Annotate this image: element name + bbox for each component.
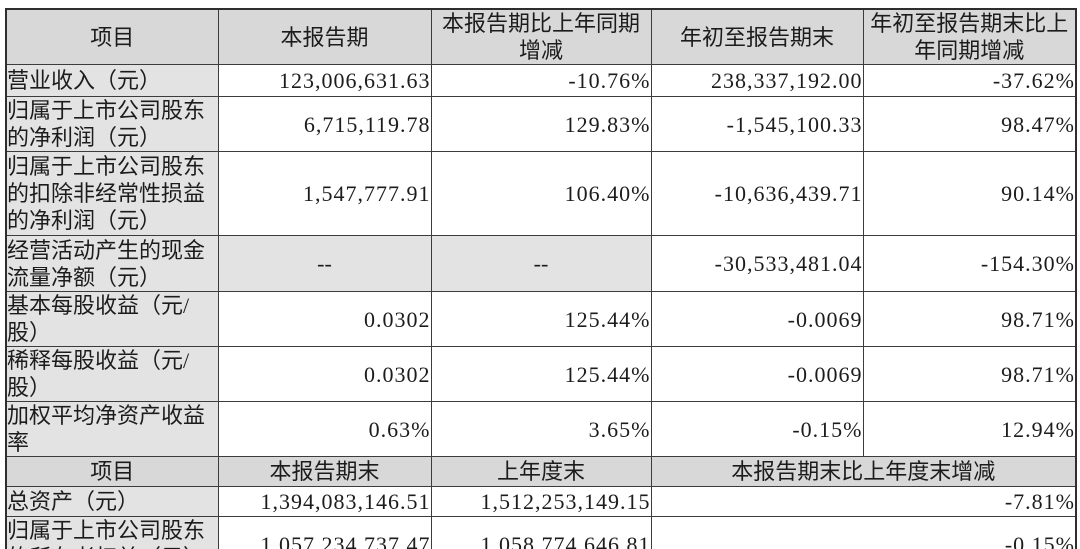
row-label: 归属于上市公司股东 的所有者权益（元）: [5, 516, 219, 549]
table-row-operating-cash-flow: 经营活动产生的现金 流量净额（元） -- -- -30,533,481.04 -…: [5, 235, 1077, 292]
cell-yoy-change-empty: --: [430, 235, 652, 292]
cell-current-period: 6,715,119.78: [217, 96, 432, 152]
table-row-diluted-eps: 稀释每股收益（元/ 股） 0.0302 125.44% -0.0069 98.7…: [5, 346, 1077, 402]
cell-ytd: -30,533,481.04: [650, 235, 864, 292]
table-row-net-profit-excl-nonrecurring: 归属于上市公司股东 的扣除非经常性损益 的净利润（元） 1,547,777.91…: [5, 151, 1077, 236]
cell-current-period: 1,547,777.91: [217, 151, 432, 236]
cell-period-end: 1,057,234,737.47: [217, 516, 432, 549]
cell-prior-year-end: 1,058,774,646.81: [430, 516, 652, 549]
cell-ytd: -10,636,439.71: [650, 151, 864, 236]
table-row-revenue: 营业收入（元） 123,006,631.63 -10.76% 238,337,1…: [5, 64, 1077, 97]
cell-ytd-yoy-change: 90.14%: [862, 151, 1077, 236]
cell-ytd-yoy-change: 98.47%: [862, 96, 1077, 152]
row-label: 基本每股收益（元/ 股）: [5, 291, 219, 347]
header-prior-year-end: 上年度末: [430, 456, 652, 487]
row-label: 归属于上市公司股东 的扣除非经常性损益 的净利润（元）: [5, 151, 219, 236]
header-item: 项目: [5, 8, 219, 65]
cell-ytd: -0.15%: [650, 401, 864, 457]
cell-ytd: -0.0069: [650, 346, 864, 402]
cell-ytd: 238,337,192.00: [650, 64, 864, 97]
key-financials-table: 项目 本报告期 本报告期比上年同期 增减 年初至报告期末 年初至报告期末比上 年…: [5, 8, 1077, 549]
header-current-period: 本报告期: [217, 8, 432, 65]
cell-current-period: 0.0302: [217, 346, 432, 402]
cell-yoy-change: 125.44%: [430, 291, 652, 347]
cell-ytd-yoy-change: 98.71%: [862, 346, 1077, 402]
row-label: 加权平均净资产收益 率: [5, 401, 219, 457]
cell-yoy-change: 3.65%: [430, 401, 652, 457]
row-label: 经营活动产生的现金 流量净额（元）: [5, 235, 219, 292]
table-row-weighted-avg-roe: 加权平均净资产收益 率 0.63% 3.65% -0.15% 12.94%: [5, 401, 1077, 457]
header-item: 项目: [5, 456, 219, 487]
cell-yoy-change: -10.76%: [430, 64, 652, 97]
cell-ytd: -1,545,100.33: [650, 96, 864, 152]
cell-ytd-yoy-change: -154.30%: [862, 235, 1077, 292]
table-row-equity-attributable: 归属于上市公司股东 的所有者权益（元） 1,057,234,737.47 1,0…: [5, 516, 1077, 549]
table1-header-row: 项目 本报告期 本报告期比上年同期 增减 年初至报告期末 年初至报告期末比上 年…: [5, 8, 1077, 65]
table-row-total-assets: 总资产（元） 1,394,083,146.51 1,512,253,149.15…: [5, 486, 1077, 517]
header-ytd-yoy-change: 年初至报告期末比上 年同期增减: [862, 8, 1077, 65]
cell-current-period: 0.0302: [217, 291, 432, 347]
header-change-vs-prior-year-end: 本报告期末比上年度末增减: [650, 456, 1077, 487]
cell-ytd-yoy-change: 12.94%: [862, 401, 1077, 457]
table-row-net-profit: 归属于上市公司股东 的净利润（元） 6,715,119.78 129.83% -…: [5, 96, 1077, 152]
header-current-period-yoy-change: 本报告期比上年同期 增减: [430, 8, 652, 65]
cell-ytd-yoy-change: 98.71%: [862, 291, 1077, 347]
row-label: 营业收入（元）: [5, 64, 219, 97]
cell-period-end: 1,394,083,146.51: [217, 486, 432, 517]
cell-current-period-empty: --: [217, 235, 432, 292]
cell-yoy-change: 125.44%: [430, 346, 652, 402]
row-label: 归属于上市公司股东 的净利润（元）: [5, 96, 219, 152]
row-label: 稀释每股收益（元/ 股）: [5, 346, 219, 402]
header-period-end: 本报告期末: [217, 456, 432, 487]
cell-yoy-change: 106.40%: [430, 151, 652, 236]
cell-current-period: 0.63%: [217, 401, 432, 457]
cell-current-period: 123,006,631.63: [217, 64, 432, 97]
cell-change-vs-prior-year-end: -0.15%: [650, 516, 1077, 549]
cell-yoy-change: 129.83%: [430, 96, 652, 152]
cell-change-vs-prior-year-end: -7.81%: [650, 486, 1077, 517]
cell-ytd-yoy-change: -37.62%: [862, 64, 1077, 97]
table2-header-row: 项目 本报告期末 上年度末 本报告期末比上年度末增减: [5, 456, 1077, 487]
table-row-basic-eps: 基本每股收益（元/ 股） 0.0302 125.44% -0.0069 98.7…: [5, 291, 1077, 347]
header-ytd: 年初至报告期末: [650, 8, 864, 65]
row-label: 总资产（元）: [5, 486, 219, 517]
cell-ytd: -0.0069: [650, 291, 864, 347]
cell-prior-year-end: 1,512,253,149.15: [430, 486, 652, 517]
key-financials-table-wrap: 项目 本报告期 本报告期比上年同期 增减 年初至报告期末 年初至报告期末比上 年…: [5, 8, 1077, 549]
